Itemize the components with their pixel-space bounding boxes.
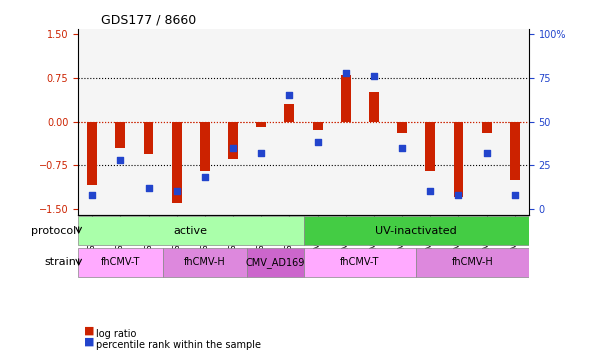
- Point: [172, 188, 182, 194]
- Bar: [481, 121, 492, 133]
- Bar: [426, 121, 435, 171]
- Bar: [341, 75, 351, 121]
- Point: [87, 192, 97, 198]
- Text: fhCMV-T: fhCMV-T: [340, 257, 380, 267]
- Text: strain: strain: [45, 257, 77, 267]
- Point: [228, 145, 238, 151]
- Point: [285, 92, 294, 98]
- Text: protocol: protocol: [31, 226, 77, 236]
- Bar: [369, 92, 379, 121]
- Text: fhCMV-T: fhCMV-T: [101, 257, 140, 267]
- FancyBboxPatch shape: [78, 248, 163, 277]
- Text: ■: ■: [84, 337, 94, 347]
- Point: [510, 192, 520, 198]
- FancyBboxPatch shape: [304, 216, 529, 245]
- Bar: [397, 121, 407, 133]
- Text: ■: ■: [84, 326, 94, 336]
- Bar: [144, 121, 153, 154]
- Point: [454, 192, 463, 198]
- Point: [257, 150, 266, 156]
- Point: [313, 140, 322, 145]
- Bar: [284, 104, 294, 121]
- Text: log ratio: log ratio: [96, 329, 136, 339]
- FancyBboxPatch shape: [304, 248, 416, 277]
- FancyBboxPatch shape: [163, 248, 247, 277]
- Bar: [454, 121, 463, 197]
- Point: [397, 145, 407, 151]
- Text: active: active: [174, 226, 208, 236]
- Text: fhCMV-H: fhCMV-H: [452, 257, 493, 267]
- Text: UV-inactivated: UV-inactivated: [375, 226, 457, 236]
- Text: GDS177 / 8660: GDS177 / 8660: [101, 13, 196, 26]
- FancyBboxPatch shape: [78, 216, 304, 245]
- Point: [200, 175, 210, 180]
- Text: CMV_AD169: CMV_AD169: [246, 257, 305, 268]
- Point: [341, 70, 350, 76]
- FancyBboxPatch shape: [416, 248, 529, 277]
- Bar: [172, 121, 182, 203]
- Bar: [228, 121, 238, 159]
- Point: [144, 185, 153, 191]
- Bar: [115, 121, 126, 148]
- Bar: [200, 121, 210, 171]
- Point: [115, 157, 125, 163]
- Bar: [87, 121, 97, 186]
- Text: percentile rank within the sample: percentile rank within the sample: [96, 340, 261, 350]
- Bar: [256, 121, 266, 127]
- Point: [426, 188, 435, 194]
- FancyBboxPatch shape: [247, 248, 304, 277]
- Text: fhCMV-H: fhCMV-H: [184, 257, 226, 267]
- Point: [482, 150, 492, 156]
- Bar: [313, 121, 323, 130]
- Point: [369, 73, 379, 79]
- Bar: [510, 121, 520, 180]
